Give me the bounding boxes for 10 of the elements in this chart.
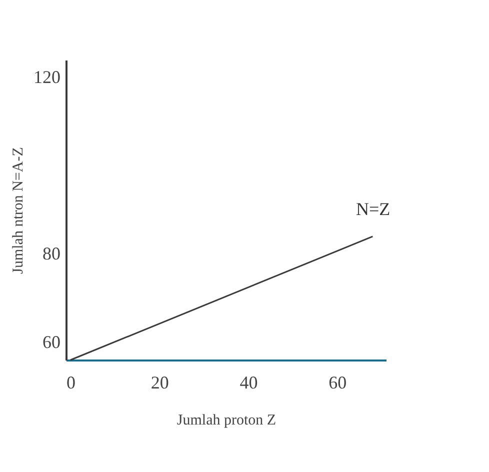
x-tick-label: 0 bbox=[66, 372, 76, 392]
x-tick-label: 60 bbox=[328, 372, 347, 392]
x-tick-label: 20 bbox=[150, 372, 169, 392]
y-tick-label: 80 bbox=[42, 244, 60, 264]
x-tick-label: 40 bbox=[240, 372, 258, 392]
y-axis-title: Jumlah ntron N=A-Z bbox=[10, 147, 26, 274]
x-axis-title: Jumlah proton Z bbox=[176, 412, 276, 428]
y-tick-label: 60 bbox=[42, 332, 60, 352]
y-tick-label: 120 bbox=[34, 67, 60, 88]
annotation: N=Z bbox=[356, 199, 390, 219]
